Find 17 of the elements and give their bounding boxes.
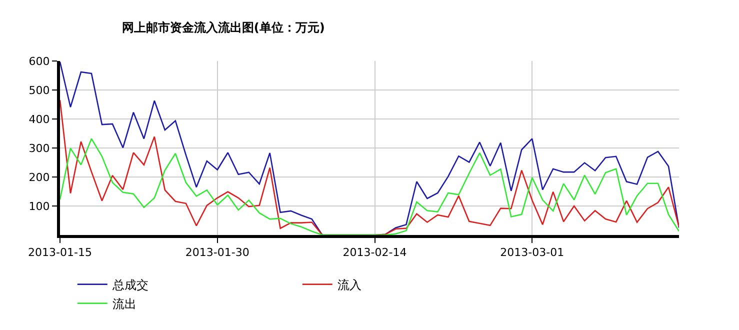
chart-title: 网上邮市资金流入流出图(单位：万元) (122, 20, 325, 34)
y-tick-label: 400 (28, 112, 50, 126)
x-tick-label: 2013-01-30 (185, 246, 250, 260)
y-tick-label: 300 (28, 142, 50, 155)
x-tick-label: 2013-02-14 (342, 246, 407, 260)
legend-label: 流入 (337, 278, 362, 292)
x-tick-label: 2013-01-15 (28, 246, 92, 260)
line-series (60, 100, 679, 235)
legend-label: 流出 (112, 296, 136, 311)
y-tick-label: 500 (28, 84, 50, 97)
y-tick-label: 100 (28, 200, 50, 213)
y-tick-label: 200 (28, 170, 50, 184)
legend-label: 总成交 (111, 278, 148, 292)
line-series (60, 61, 679, 235)
y-tick-label: 600 (28, 54, 50, 68)
x-tick-label: 2013-03-01 (500, 246, 564, 260)
line-series (60, 138, 679, 235)
